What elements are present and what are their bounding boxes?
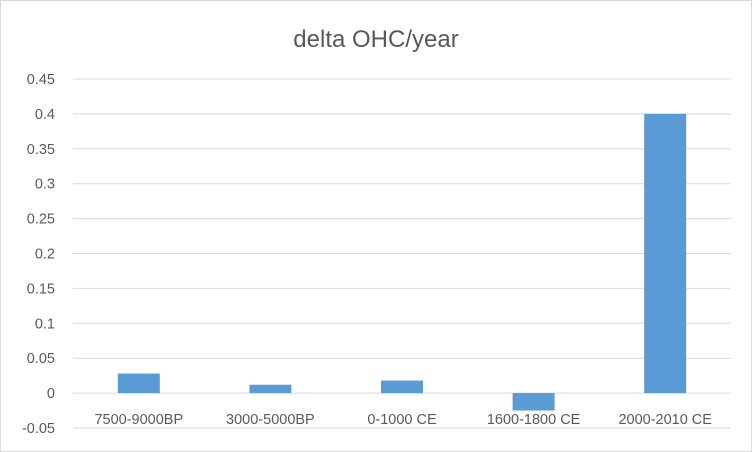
y-tick-label: 0.2 [35, 247, 55, 263]
y-tick-label: 0.15 [27, 281, 55, 297]
y-tick-label: 0.1 [35, 316, 55, 332]
y-tick-label: 0.4 [35, 107, 55, 123]
y-axis-ticks: 0.45 0.4 0.35 0.3 0.25 0.2 0.15 0.1 0.05 0 -0.05 [22, 72, 55, 437]
bars [117, 113, 687, 411]
chart-title: delta OHC/year [293, 26, 458, 53]
bar-4 [644, 113, 687, 394]
y-tick-label: -0.05 [22, 421, 55, 437]
y-tick-label: 0.25 [27, 212, 55, 228]
x-category-label: 2000-2010 CE [618, 412, 712, 428]
y-tick-label: 0.05 [27, 351, 55, 367]
y-tick-label: 0.45 [27, 72, 55, 88]
y-tick-label: 0.35 [27, 142, 55, 158]
bar-0 [117, 373, 160, 394]
y-tick-label: 0 [47, 386, 55, 402]
x-axis-labels: 7500-9000BP 3000-5000BP 0-1000 CE 1600-1800… [94, 412, 712, 428]
x-category-label: 3000-5000BP [226, 412, 315, 428]
y-tick-label: 0.3 [35, 177, 55, 193]
gridlines [73, 78, 731, 429]
x-category-label: 1600-1800 CE [487, 412, 581, 428]
bar-1 [249, 384, 292, 394]
bar-2 [381, 380, 423, 394]
x-category-label: 7500-9000BP [94, 412, 183, 428]
x-category-label: 0-1000 CE [367, 412, 437, 428]
bar-3 [512, 393, 555, 411]
